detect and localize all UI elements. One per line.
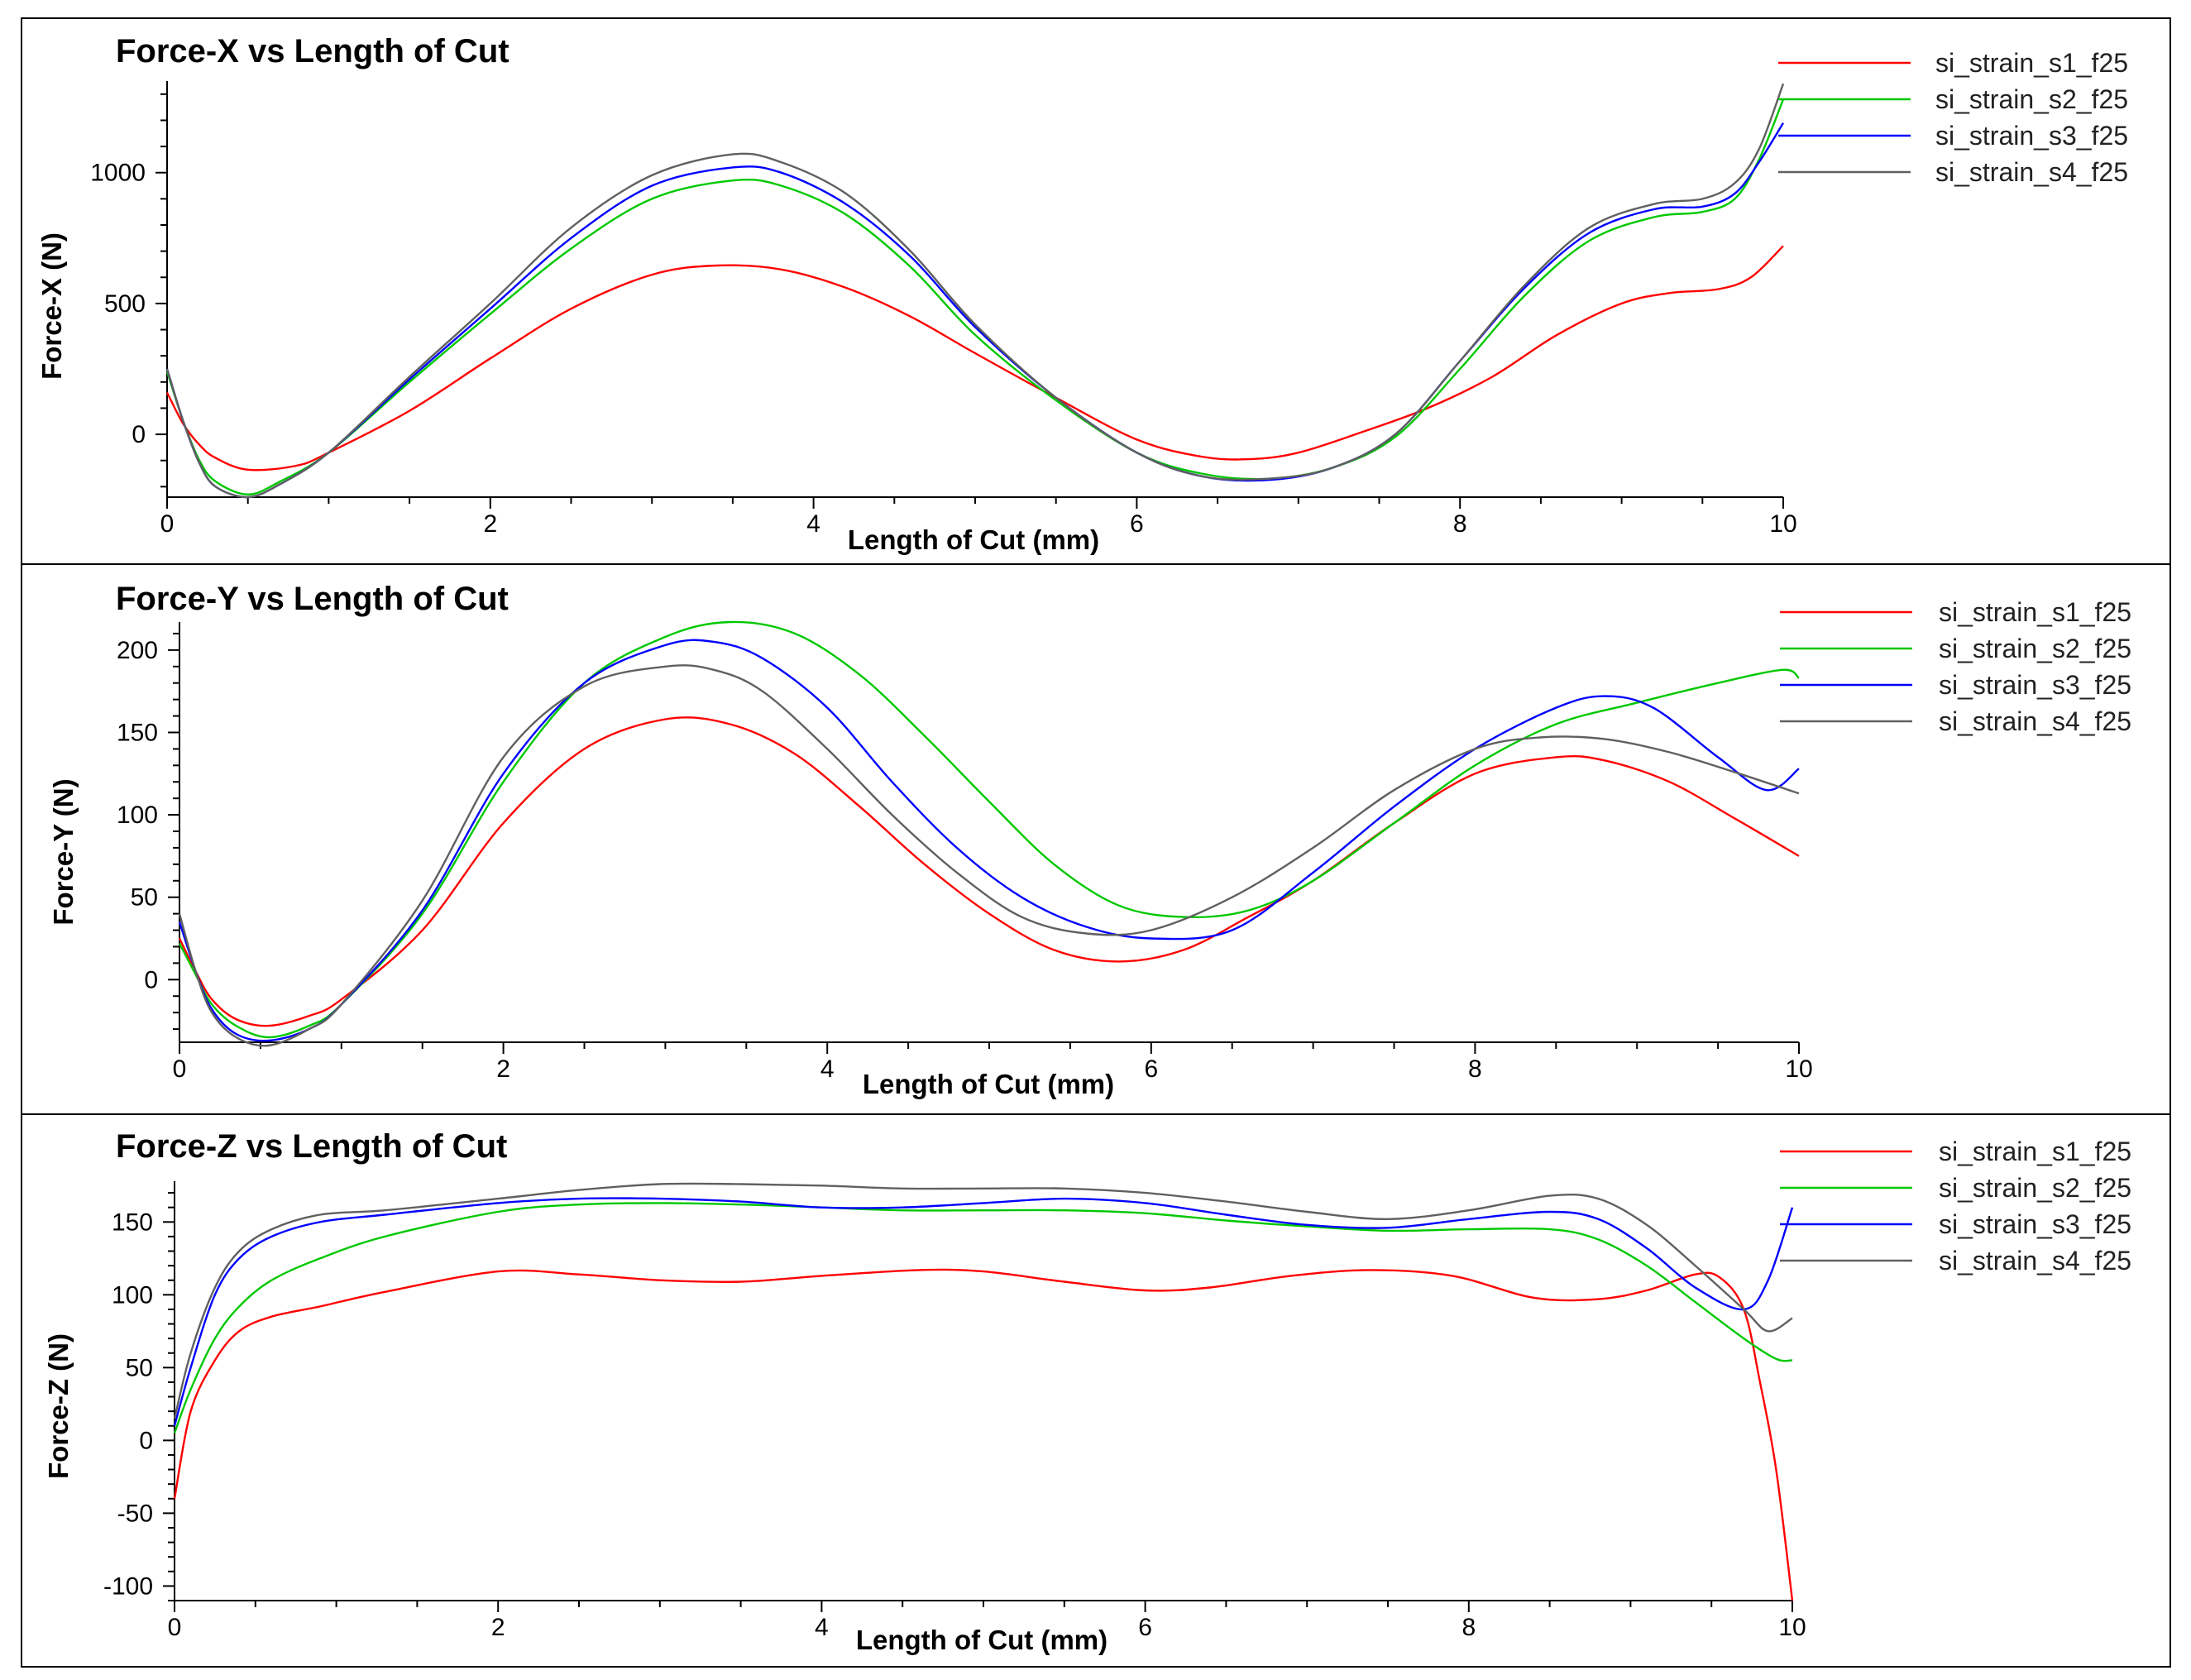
x-tick-label: 6 bbox=[1144, 1055, 1158, 1083]
y-axis-label: Force-Y (N) bbox=[48, 778, 79, 925]
series-line-si_strain_s4_f25 bbox=[178, 664, 1800, 1047]
series-line-si_strain_s2_f25 bbox=[178, 620, 1800, 1039]
panel-force-x: Force-X vs Length of Cut Length of Cut (… bbox=[21, 17, 2171, 565]
x-tick-label: 4 bbox=[806, 510, 820, 538]
legend-label: si_strain_s1_f25 bbox=[1939, 1137, 2131, 1166]
legend-label: si_strain_s2_f25 bbox=[1935, 84, 2128, 114]
y-tick-label: -50 bbox=[117, 1500, 153, 1527]
y-tick-label: -100 bbox=[103, 1572, 153, 1600]
chart-title: Force-X vs Length of Cut bbox=[116, 33, 509, 69]
series-line-si_strain_s4_f25 bbox=[165, 83, 1785, 499]
legend-label: si_strain_s2_f25 bbox=[1939, 1173, 2131, 1203]
series-line-si_strain_s1_f25 bbox=[173, 1268, 1794, 1601]
y-tick-label: 150 bbox=[117, 719, 158, 746]
y-tick-label: 50 bbox=[126, 1354, 153, 1381]
y-tick-label: 150 bbox=[112, 1209, 153, 1236]
x-tick-label: 0 bbox=[173, 1055, 187, 1083]
y-tick-label: 200 bbox=[117, 637, 158, 664]
legend: si_strain_s1_f25 si_strain_s2_f25 si_strai… bbox=[1780, 1137, 2131, 1276]
legend-label: si_strain_s4_f25 bbox=[1939, 1246, 2131, 1276]
y-tick-label: 500 bbox=[104, 290, 146, 318]
x-tick-label: 10 bbox=[1778, 1614, 1806, 1641]
y-tick-label: 0 bbox=[132, 421, 146, 448]
legend: si_strain_s1_f25 si_strain_s2_f25 si_strai… bbox=[1778, 48, 2128, 187]
x-tick-label: 10 bbox=[1785, 1055, 1812, 1083]
legend-label: si_strain_s3_f25 bbox=[1939, 1209, 2131, 1239]
x-tick-label: 6 bbox=[1130, 510, 1144, 538]
plot-area: 0 2 4 6 8 10 -100 -50 0 50 100 150 bbox=[103, 1181, 1806, 1641]
panel-frame bbox=[21, 17, 2171, 565]
legend: si_strain_s1_f25 si_strain_s2_f25 si_strai… bbox=[1780, 597, 2131, 736]
series-line-si_strain_s3_f25 bbox=[173, 1197, 1794, 1427]
x-axis-label: Length of Cut (mm) bbox=[863, 1069, 1114, 1099]
y-tick-label: 1000 bbox=[90, 160, 146, 187]
y-tick-label: 50 bbox=[131, 884, 158, 912]
y-tick-label: 100 bbox=[117, 802, 158, 829]
series-line-si_strain_s2_f25 bbox=[173, 1202, 1793, 1434]
panel-frame bbox=[21, 1113, 2171, 1668]
series-line-si_strain_s1_f25 bbox=[178, 716, 1800, 1027]
x-tick-label: 8 bbox=[1461, 1614, 1476, 1641]
panel-force-z: Force-Z vs Length of Cut Length of Cut (… bbox=[21, 1113, 2171, 1668]
x-tick-label: 2 bbox=[496, 1055, 510, 1083]
x-tick-label: 4 bbox=[815, 1614, 829, 1641]
x-tick-label: 2 bbox=[483, 510, 497, 538]
y-tick-label: 0 bbox=[144, 966, 158, 993]
x-tick-label: 2 bbox=[491, 1614, 505, 1641]
legend-label: si_strain_s2_f25 bbox=[1939, 634, 2131, 663]
plot-area: 0 2 4 6 8 10 0 500 1000 bbox=[90, 81, 1797, 538]
y-tick-label: 0 bbox=[139, 1427, 153, 1454]
series-line-si_strain_s1_f25 bbox=[165, 245, 1784, 471]
panel-frame bbox=[21, 563, 2171, 1115]
legend-label: si_strain_s3_f25 bbox=[1935, 121, 2128, 151]
legend-label: si_strain_s1_f25 bbox=[1935, 48, 2128, 78]
x-tick-label: 0 bbox=[160, 510, 175, 538]
y-axis-label: Force-Z (N) bbox=[43, 1333, 74, 1479]
x-tick-label: 4 bbox=[820, 1055, 835, 1083]
legend-label: si_strain_s4_f25 bbox=[1935, 157, 2128, 187]
chart-title: Force-Z vs Length of Cut bbox=[116, 1128, 507, 1165]
series-line-si_strain_s4_f25 bbox=[173, 1182, 1793, 1419]
legend-label: si_strain_s3_f25 bbox=[1939, 670, 2131, 700]
x-tick-label: 8 bbox=[1453, 510, 1467, 538]
x-tick-label: 10 bbox=[1769, 510, 1796, 538]
y-tick-label: 100 bbox=[112, 1281, 153, 1309]
legend-label: si_strain_s1_f25 bbox=[1939, 597, 2131, 627]
x-tick-label: 8 bbox=[1468, 1055, 1482, 1083]
x-axis-label: Length of Cut (mm) bbox=[856, 1625, 1107, 1655]
x-axis-label: Length of Cut (mm) bbox=[848, 524, 1099, 555]
panel-force-y: Force-Y vs Length of Cut Length of Cut (… bbox=[21, 563, 2171, 1115]
chart-title: Force-Y vs Length of Cut bbox=[116, 581, 509, 617]
x-tick-label: 6 bbox=[1138, 1614, 1152, 1641]
x-tick-label: 0 bbox=[168, 1614, 182, 1641]
legend-label: si_strain_s4_f25 bbox=[1939, 706, 2131, 736]
y-axis-label: Force-X (N) bbox=[36, 232, 67, 380]
